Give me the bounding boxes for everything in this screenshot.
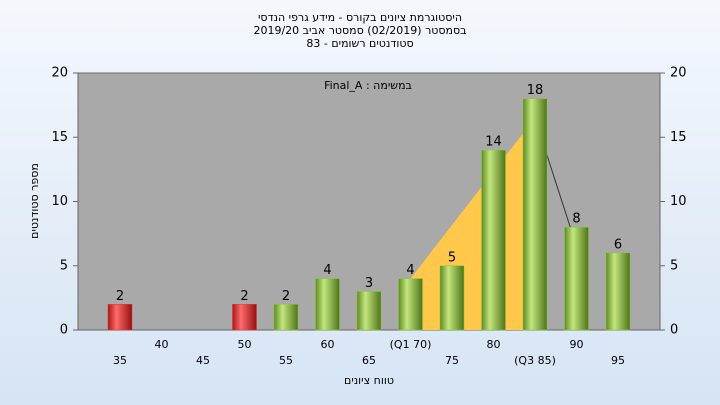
x-axis-label: טווח ציונים xyxy=(344,374,394,387)
data-label: 2 xyxy=(282,289,290,304)
x-tick-label: 50 xyxy=(238,338,252,351)
bar xyxy=(273,304,299,331)
y-tick-label: 0 xyxy=(60,323,68,338)
bar xyxy=(232,304,257,331)
y-tick-label: 5 xyxy=(60,258,68,273)
x-tick-label: 75 xyxy=(445,354,459,367)
plot-area xyxy=(77,72,661,331)
data-label: 18 xyxy=(527,83,544,98)
x-tick-label: 40 xyxy=(155,338,169,351)
chart-subtitle: סטודנטים רשומים - 83 xyxy=(306,37,413,50)
y2-tick-label: 15 xyxy=(670,130,687,145)
y2-tick-label: 20 xyxy=(670,66,687,81)
bar xyxy=(481,149,506,331)
bar xyxy=(564,226,589,331)
x-tick-label: (Q1 70) xyxy=(390,338,432,351)
chart-subtitle: בסמסטר (02/2019) סמסטר אביב 2019/20 xyxy=(253,24,466,37)
data-label: 5 xyxy=(448,250,456,265)
data-label: 3 xyxy=(365,276,373,291)
x-tick-label: 60 xyxy=(321,338,335,351)
x-tick-label: 80 xyxy=(487,338,501,351)
data-label: 2 xyxy=(116,289,124,304)
y-axis-label: מספר סטודנטים xyxy=(28,163,41,239)
y2-tick-label: 5 xyxy=(670,258,678,273)
data-label: 4 xyxy=(406,263,414,278)
y2-tick-label: 0 xyxy=(670,323,678,338)
x-tick-label: 45 xyxy=(196,354,210,367)
y-tick-label: 10 xyxy=(51,194,68,209)
x-tick-label: 65 xyxy=(362,354,376,367)
x-tick-label: (Q3 85) xyxy=(514,354,556,367)
bar xyxy=(315,278,340,331)
bar xyxy=(398,278,423,331)
bar xyxy=(522,98,548,331)
chart-title: היסטוגרמת ציונים בקורס - מידע גרפי הנדסי xyxy=(258,11,462,24)
x-tick-label: 95 xyxy=(611,354,625,367)
data-label: 6 xyxy=(614,237,622,252)
annotation: במשימה : Final_A xyxy=(324,79,412,92)
bar xyxy=(605,252,631,331)
data-label: 14 xyxy=(485,135,502,150)
data-label: 4 xyxy=(323,263,331,278)
data-label: 2 xyxy=(240,289,248,304)
bar xyxy=(107,304,133,331)
x-tick-label: 55 xyxy=(279,354,293,367)
y-tick-label: 15 xyxy=(51,130,68,145)
bar xyxy=(439,265,465,331)
x-tick-label: 90 xyxy=(570,338,584,351)
y2-tick-label: 10 xyxy=(670,194,687,209)
x-tick-label: 35 xyxy=(113,354,127,367)
data-label: 8 xyxy=(572,212,580,227)
y-tick-label: 20 xyxy=(51,66,68,81)
bar xyxy=(356,291,382,331)
